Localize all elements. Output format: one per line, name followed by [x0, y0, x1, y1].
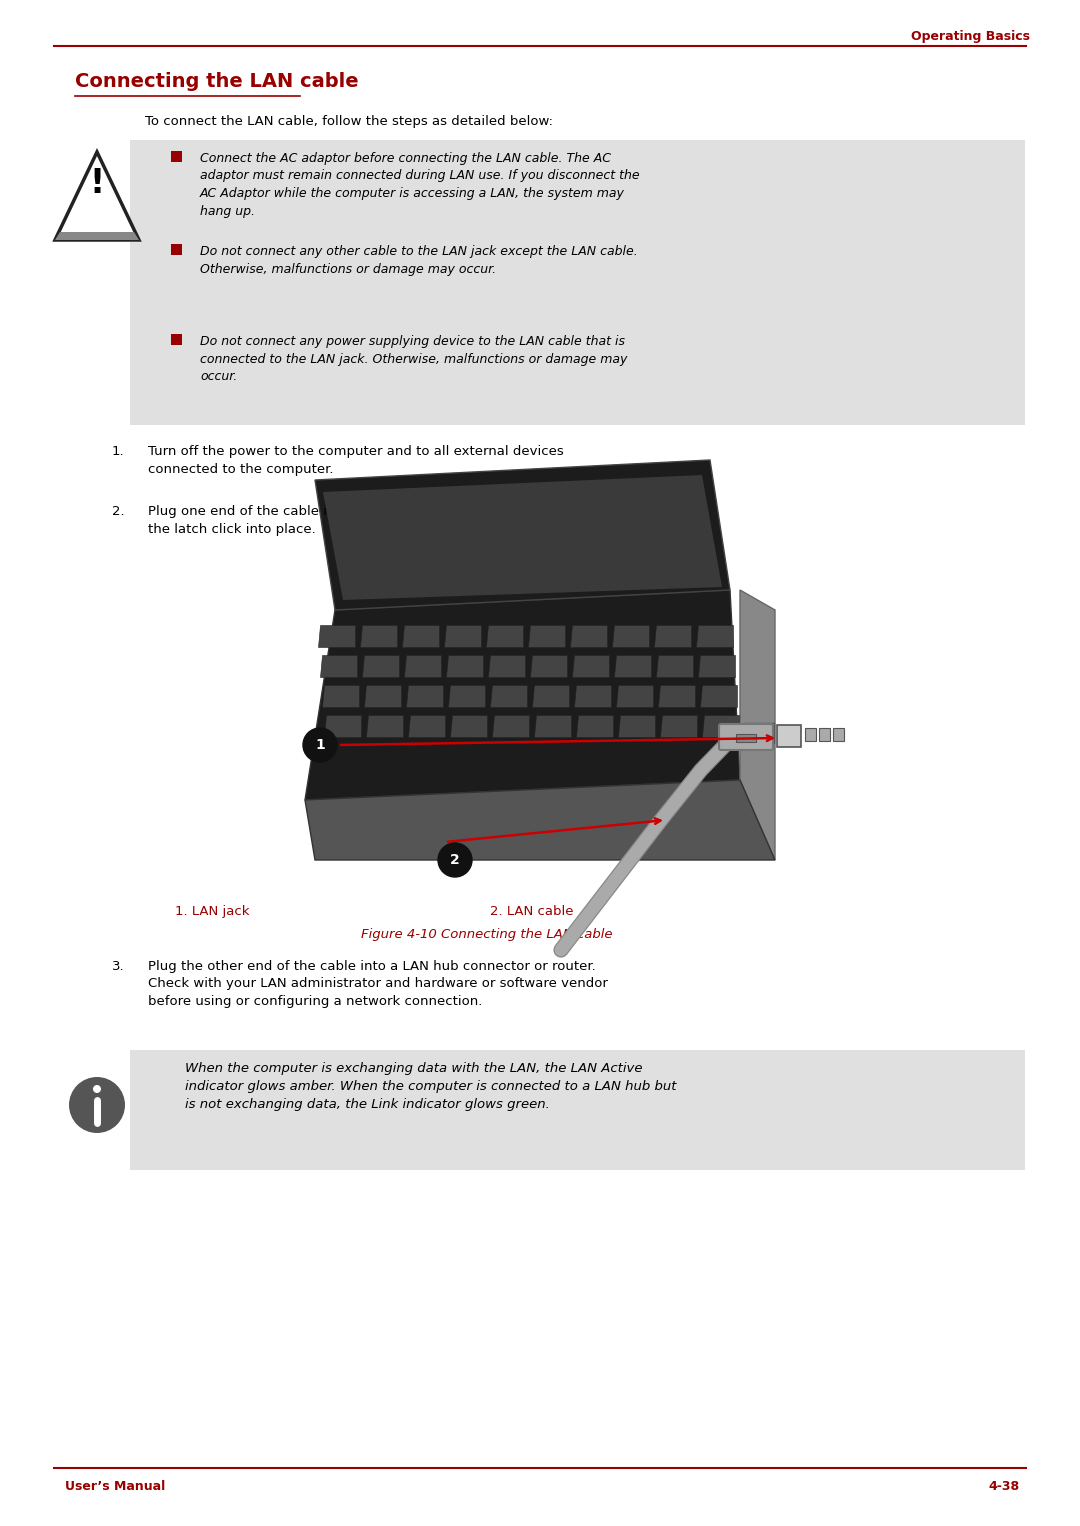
Text: Plug the other end of the cable into a LAN hub connector or router.
Check with y: Plug the other end of the cable into a L…	[148, 960, 608, 1009]
Polygon shape	[55, 153, 139, 240]
FancyBboxPatch shape	[744, 723, 774, 743]
Polygon shape	[364, 685, 401, 707]
Text: 2: 2	[450, 853, 460, 867]
Polygon shape	[305, 591, 740, 800]
Polygon shape	[322, 685, 359, 707]
FancyBboxPatch shape	[171, 244, 183, 255]
Text: To connect the LAN cable, follow the steps as detailed below:: To connect the LAN cable, follow the ste…	[145, 114, 553, 128]
Polygon shape	[658, 685, 696, 707]
FancyBboxPatch shape	[833, 728, 843, 740]
Text: 1.: 1.	[112, 446, 124, 458]
Text: 1: 1	[315, 739, 325, 752]
Polygon shape	[305, 780, 775, 861]
Circle shape	[438, 842, 472, 877]
Polygon shape	[528, 626, 565, 647]
Polygon shape	[618, 716, 654, 737]
FancyBboxPatch shape	[130, 140, 1025, 426]
Polygon shape	[576, 716, 613, 737]
Text: !: !	[90, 166, 105, 200]
Text: Connect the AC adaptor before connecting the LAN cable. The AC
adaptor must rema: Connect the AC adaptor before connecting…	[200, 153, 639, 218]
Polygon shape	[573, 685, 611, 707]
Text: 1. LAN jack: 1. LAN jack	[175, 905, 249, 919]
FancyBboxPatch shape	[215, 580, 760, 890]
Polygon shape	[612, 626, 649, 647]
Text: Do not connect any other cable to the LAN jack except the LAN cable.
Otherwise, : Do not connect any other cable to the LA…	[200, 246, 638, 276]
Text: Figure 4-10 Connecting the LAN cable: Figure 4-10 Connecting the LAN cable	[361, 928, 612, 942]
Text: Connecting the LAN cable: Connecting the LAN cable	[75, 72, 359, 92]
FancyBboxPatch shape	[805, 728, 815, 740]
Text: Operating Basics: Operating Basics	[912, 31, 1030, 43]
Polygon shape	[740, 591, 775, 861]
Polygon shape	[402, 626, 438, 647]
Polygon shape	[698, 655, 735, 678]
Circle shape	[69, 1077, 125, 1132]
Polygon shape	[320, 655, 357, 678]
Text: When the computer is exchanging data with the LAN, the LAN Active
indicator glow: When the computer is exchanging data wit…	[185, 1062, 676, 1111]
Polygon shape	[534, 716, 571, 737]
Polygon shape	[406, 685, 443, 707]
Text: 2.: 2.	[112, 505, 124, 517]
Text: User’s Manual: User’s Manual	[65, 1480, 165, 1492]
Text: Plug one end of the cable into the LAN jack. Press gently until you hear
the lat: Plug one end of the cable into the LAN j…	[148, 505, 624, 536]
Polygon shape	[404, 655, 441, 678]
Polygon shape	[492, 716, 529, 737]
FancyBboxPatch shape	[735, 734, 756, 742]
FancyBboxPatch shape	[819, 728, 829, 740]
Polygon shape	[408, 716, 445, 737]
Polygon shape	[570, 626, 607, 647]
Text: 2. LAN cable: 2. LAN cable	[490, 905, 573, 919]
Polygon shape	[696, 626, 733, 647]
Text: Do not connect any power supplying device to the LAN cable that is
connected to : Do not connect any power supplying devic…	[200, 336, 627, 383]
Polygon shape	[702, 716, 739, 737]
Polygon shape	[315, 459, 730, 610]
FancyBboxPatch shape	[130, 1050, 1025, 1170]
FancyBboxPatch shape	[171, 151, 183, 162]
FancyBboxPatch shape	[777, 725, 801, 748]
Circle shape	[303, 728, 337, 761]
Circle shape	[93, 1085, 102, 1093]
Text: 4-38: 4-38	[989, 1480, 1020, 1492]
Polygon shape	[486, 626, 523, 647]
Polygon shape	[616, 685, 653, 707]
Polygon shape	[362, 655, 399, 678]
Text: 3.: 3.	[112, 960, 124, 974]
Polygon shape	[660, 716, 697, 737]
Polygon shape	[324, 716, 361, 737]
Polygon shape	[448, 685, 485, 707]
Polygon shape	[572, 655, 609, 678]
Polygon shape	[490, 685, 527, 707]
FancyBboxPatch shape	[171, 334, 183, 345]
Polygon shape	[360, 626, 397, 647]
Text: Turn off the power to the computer and to all external devices
connected to the : Turn off the power to the computer and t…	[148, 446, 564, 476]
Polygon shape	[654, 626, 691, 647]
Polygon shape	[530, 655, 567, 678]
FancyBboxPatch shape	[719, 723, 773, 749]
Polygon shape	[55, 232, 139, 240]
Polygon shape	[318, 626, 355, 647]
Polygon shape	[323, 475, 723, 600]
Polygon shape	[450, 716, 487, 737]
Polygon shape	[532, 685, 569, 707]
Polygon shape	[615, 655, 651, 678]
Polygon shape	[656, 655, 693, 678]
Polygon shape	[488, 655, 525, 678]
Polygon shape	[366, 716, 403, 737]
Polygon shape	[444, 626, 481, 647]
Polygon shape	[446, 655, 483, 678]
Polygon shape	[700, 685, 737, 707]
